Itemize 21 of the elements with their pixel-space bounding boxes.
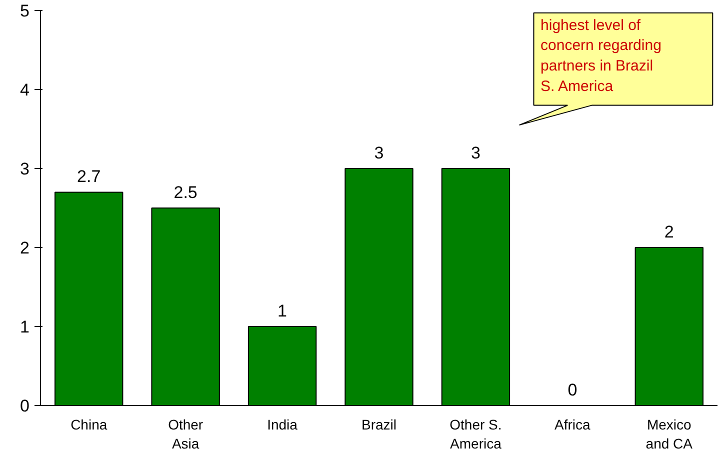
x-tick-label: Other S. America [450,416,502,452]
y-tick-label: 1 [20,318,30,336]
data-label: 2.7 [77,167,101,186]
x-tick-label: India [267,416,298,432]
y-tick-label: 2 [20,238,30,258]
annotation: highest level of concern regarding partners in Brazil S. America [540,16,662,96]
y-tick-label: 5 [20,2,30,20]
data-label: 3 [470,144,480,162]
data-label: 2 [664,222,674,242]
x-tick-label: China [70,416,108,432]
data-label: 3 [374,144,384,162]
data-label: 2.5 [174,183,198,202]
x-tick-label: Other Asia [168,416,204,452]
data-label: 1 [278,302,288,320]
y-tick-label: 0 [20,396,30,416]
x-tick-label: Mexico and CA [646,416,694,452]
x-tick-label: Africa [554,416,591,432]
data-label: 0 [568,380,578,400]
x-tick-label: Brazil [361,416,397,432]
y-tick-label: 4 [20,80,30,100]
y-tick-label: 3 [20,160,30,178]
